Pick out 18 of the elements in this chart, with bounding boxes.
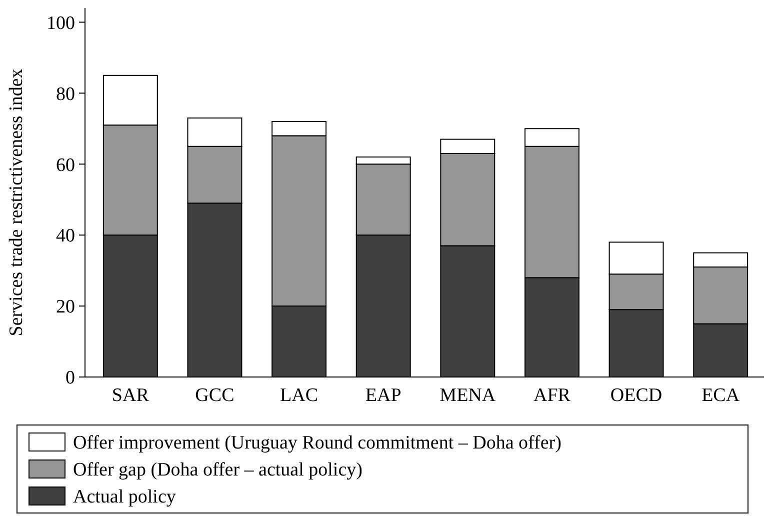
x-tick-label: GCC (195, 385, 234, 406)
x-tick-label: ECA (702, 385, 740, 406)
x-tick-label: OECD (610, 385, 662, 406)
y-tick-label: 0 (66, 368, 75, 389)
legend-label: Offer gap (Doha offer – actual policy) (73, 460, 362, 481)
x-tick-label: AFR (533, 385, 571, 406)
y-tick-label: 20 (56, 296, 75, 318)
legend-label: Offer improvement (Uruguay Round commitment – Doha offer) (73, 432, 562, 454)
legend-label: Actual policy (73, 486, 176, 508)
y-tick-label: 80 (56, 84, 75, 105)
y-axis-title: Services trade restrictiveness index (6, 68, 27, 336)
x-tick-label: LAC (280, 385, 318, 406)
x-tick-label: SAR (112, 385, 150, 406)
y-tick-label: 40 (56, 226, 75, 247)
y-tick-label: 60 (56, 154, 75, 176)
x-tick-label: EAP (365, 385, 402, 406)
x-tick-label: MENA (440, 385, 496, 406)
y-tick-label: 100 (46, 12, 75, 34)
